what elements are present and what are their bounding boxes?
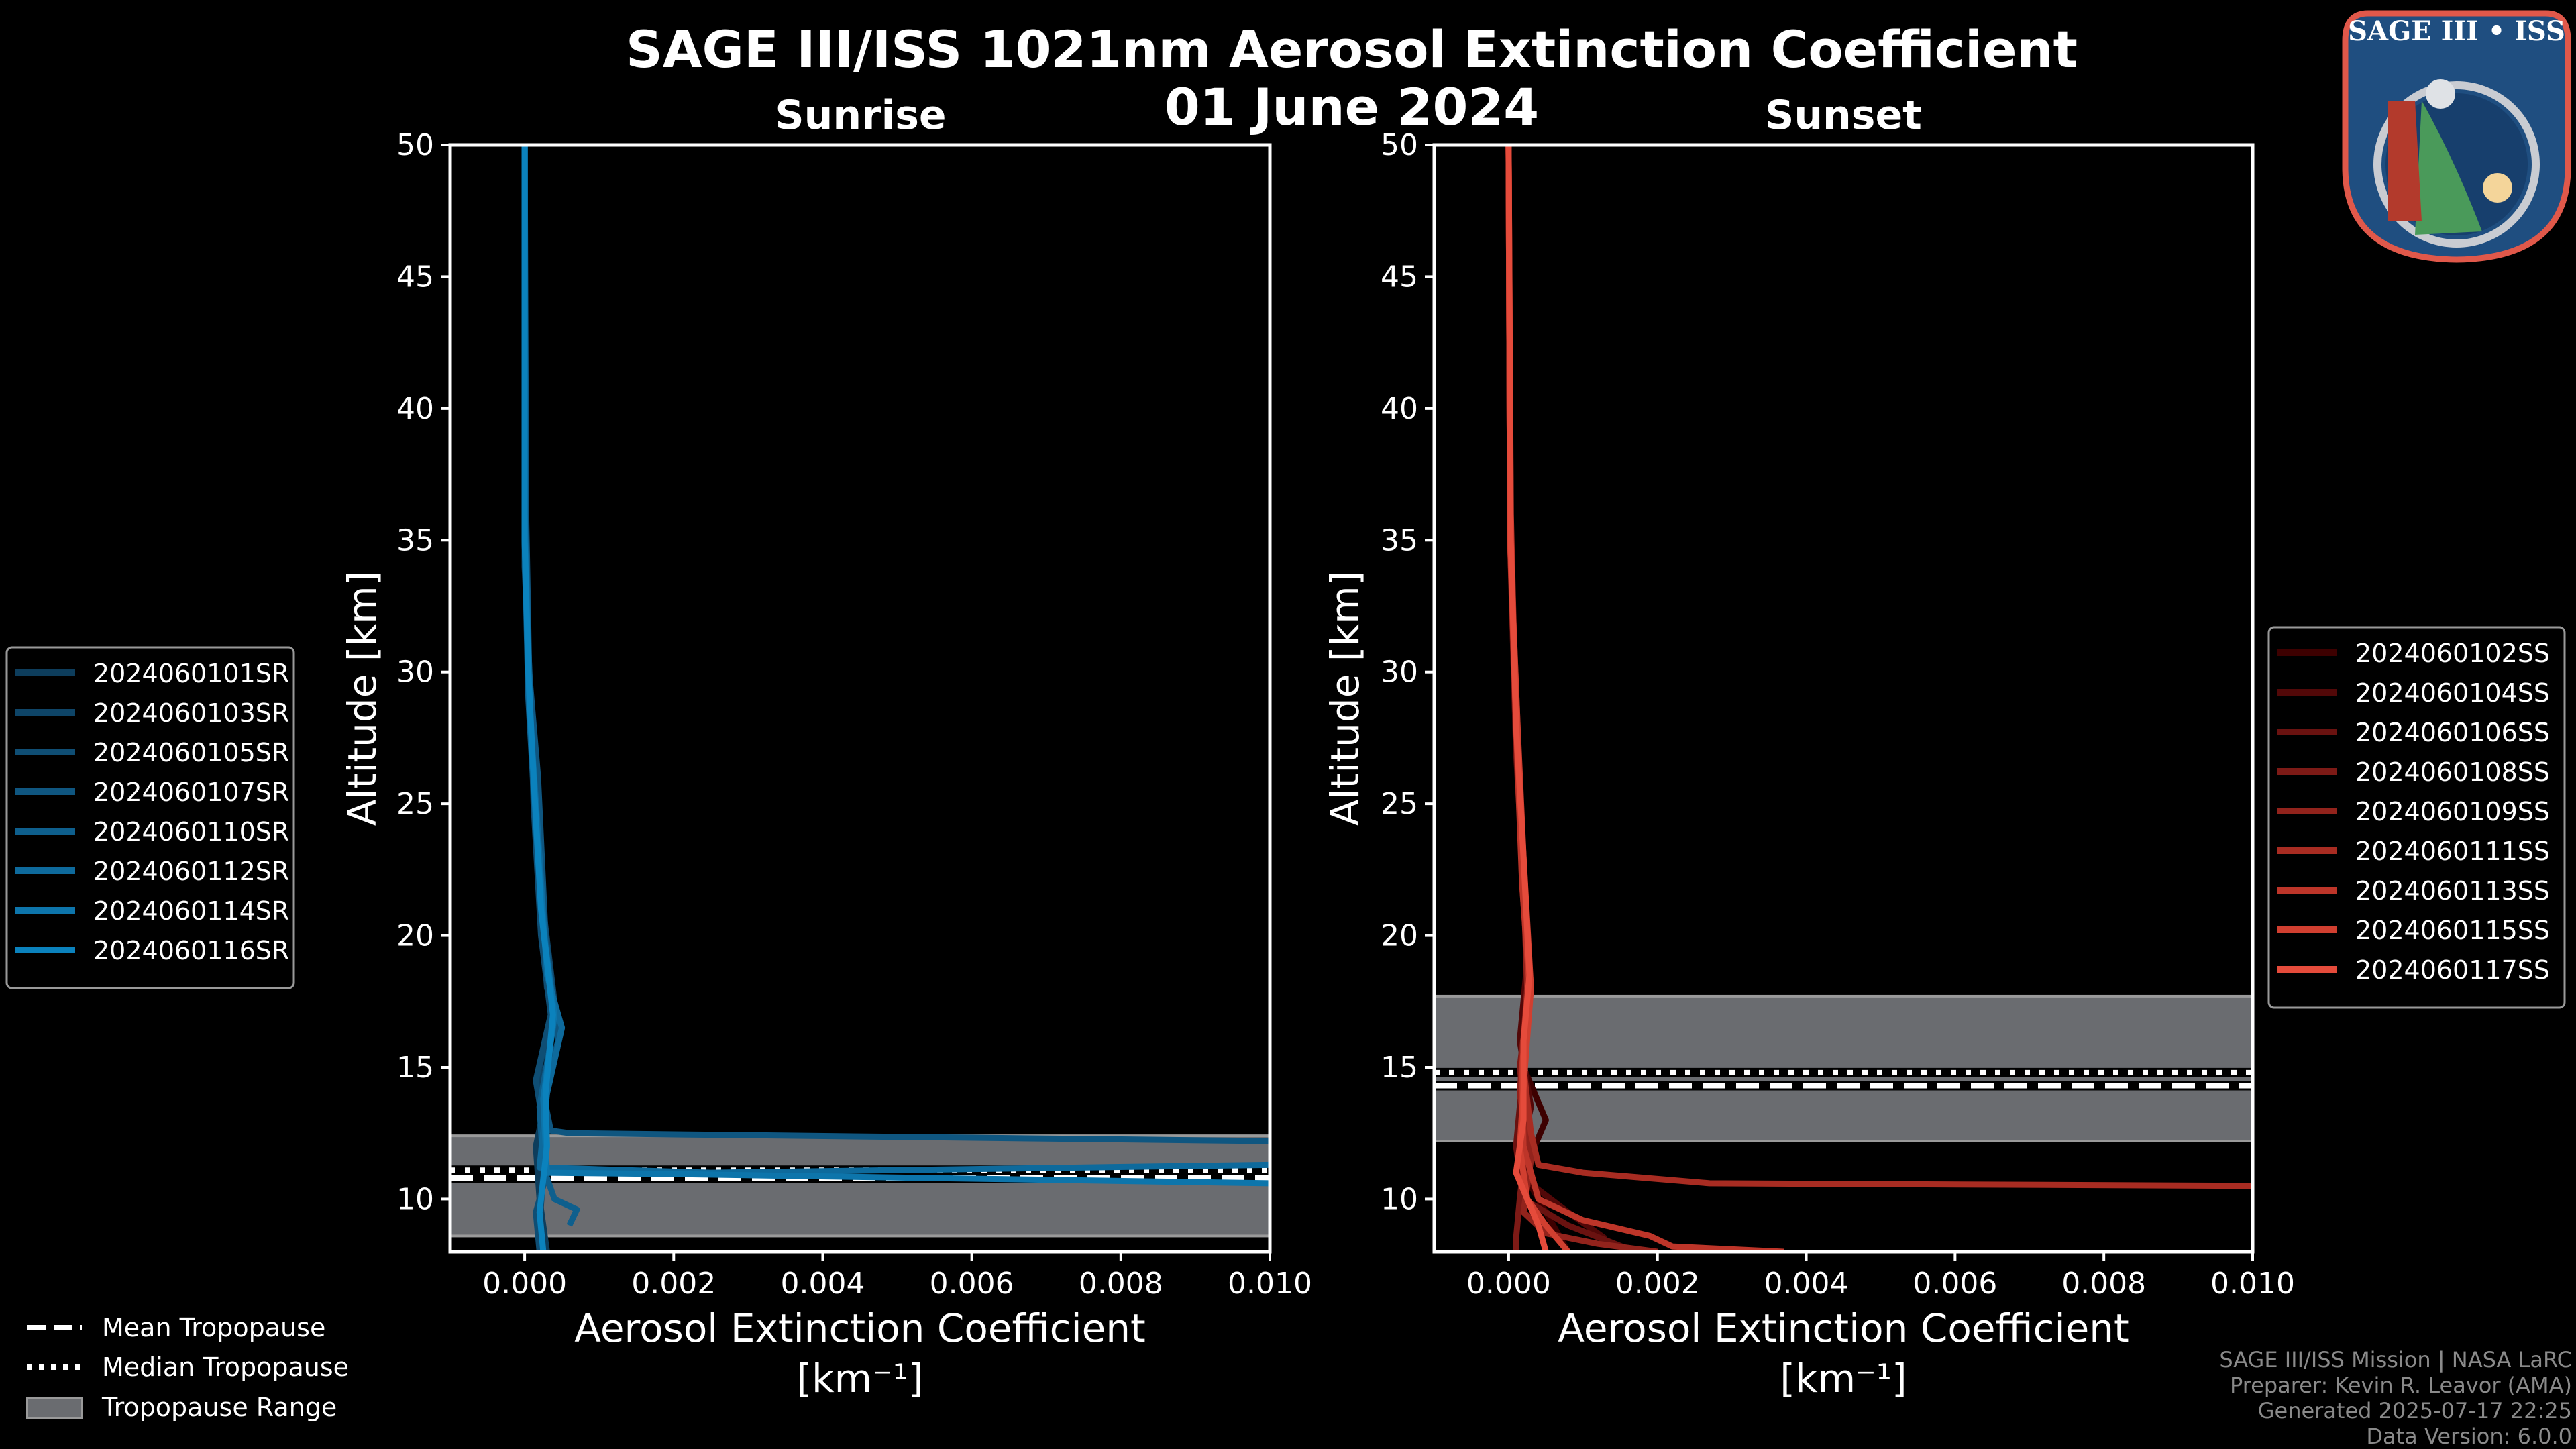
legend-label: 2024060105SR bbox=[93, 738, 289, 767]
x-tick-label: 0.008 bbox=[1079, 1267, 1163, 1301]
x-tick-label: 0.002 bbox=[631, 1267, 716, 1301]
footer-generated: Generated 2025-07-17 22:25 bbox=[2258, 1398, 2572, 1424]
sunset-panel: 0.000 0.002 0.004 0.006 0.008 0.010 10 15 20 25 30… bbox=[1322, 92, 2566, 1401]
tropopause-legend: Mean Tropopause Median Tropopause Tropop… bbox=[26, 1313, 349, 1422]
profile-line-2024060116SR bbox=[521, 145, 556, 1252]
profile-line-2024060117SS bbox=[1505, 145, 1549, 1252]
y-tick-label: 50 bbox=[1381, 128, 1418, 162]
sage-iii-iss-logo: SAGE III • ISS bbox=[2342, 10, 2571, 263]
y-tick-label: 20 bbox=[396, 919, 434, 953]
legend-label: 2024060111SS bbox=[2355, 837, 2550, 866]
sunrise-panel: 0.000 0.002 0.004 0.006 0.008 0.010 10 15 20 25 30… bbox=[5, 92, 1312, 1401]
legend-label: 2024060117SS bbox=[2355, 955, 2550, 985]
y-tick-label: 50 bbox=[396, 128, 434, 162]
legend-label: 2024060114SR bbox=[93, 896, 289, 926]
y-tick-label: 10 bbox=[396, 1182, 434, 1216]
legend-label: 2024060102SS bbox=[2355, 639, 2550, 668]
y-tick-label: 30 bbox=[1381, 655, 1418, 690]
y-tick-label: 10 bbox=[1381, 1182, 1418, 1216]
sunrise-axes-frame bbox=[448, 143, 1272, 1254]
legend-label: 2024060104SS bbox=[2355, 678, 2550, 708]
y-tick-label: 40 bbox=[1381, 392, 1418, 426]
sunrise-legend: 2024060101SR 2024060103SR 2024060105SR 2024… bbox=[5, 646, 295, 989]
legend-frame bbox=[2267, 626, 2566, 1009]
sunset-axes-frame bbox=[1432, 143, 2255, 1254]
legend-label: 2024060106SS bbox=[2355, 718, 2550, 747]
y-axis-label: Altitude [km] bbox=[339, 571, 385, 826]
legend-label: 2024060116SR bbox=[93, 936, 289, 965]
date-title: 01 June 2024 bbox=[1165, 77, 1539, 137]
y-tick-label: 45 bbox=[1381, 260, 1418, 294]
x-tick-label: 0.006 bbox=[930, 1267, 1014, 1301]
y-tick-label: 35 bbox=[396, 523, 434, 557]
profile-line-2024060114SR bbox=[521, 145, 1270, 1187]
x-tick-label: 0.004 bbox=[1764, 1267, 1849, 1301]
footer-version: Data Version: 6.0.0 bbox=[2366, 1424, 2572, 1449]
x-tick-label: 0.000 bbox=[482, 1267, 567, 1301]
legend-label: 2024060103SR bbox=[93, 698, 289, 728]
y-tick-label: 45 bbox=[396, 260, 434, 294]
footer-mission: SAGE III/ISS Mission | NASA LaRC bbox=[2219, 1347, 2572, 1373]
footer-preparer: Preparer: Kevin R. Leavor (AMA) bbox=[2230, 1373, 2572, 1398]
x-axis-label: Aerosol Extinction Coefficient bbox=[574, 1305, 1146, 1351]
legend-label: 2024060112SR bbox=[93, 857, 289, 886]
x-tick-label: 0.006 bbox=[1913, 1267, 1997, 1301]
legend-label: 2024060108SS bbox=[2355, 757, 2550, 787]
x-tick-label: 0.004 bbox=[780, 1267, 865, 1301]
y-tick-label: 40 bbox=[396, 392, 434, 426]
y-tick-label: 20 bbox=[1381, 919, 1418, 953]
mean-tropopause-label: Mean Tropopause bbox=[102, 1313, 325, 1342]
sunset-title: Sunset bbox=[1765, 92, 1922, 139]
sunrise-plot-area bbox=[450, 145, 1270, 1252]
sunset-legend: 2024060102SS 2024060104SS 2024060106SS 2024… bbox=[2267, 626, 2566, 1009]
sunset-plot-area bbox=[1434, 145, 2253, 1252]
legend-label: 2024060107SR bbox=[93, 777, 289, 807]
legend-label: 2024060110SR bbox=[93, 817, 289, 847]
tropopause-range-swatch bbox=[26, 1397, 83, 1419]
profile-line-2024060107SR bbox=[521, 145, 1270, 1144]
x-tick-label: 0.010 bbox=[2210, 1267, 2295, 1301]
main-title: SAGE III/ISS 1021nm Aerosol Extinction C… bbox=[626, 19, 2078, 79]
x-axis-label: Aerosol Extinction Coefficient bbox=[1558, 1305, 2129, 1351]
y-tick-label: 35 bbox=[1381, 523, 1418, 557]
y-tick-label: 25 bbox=[1381, 787, 1418, 821]
y-tick-label: 15 bbox=[1381, 1051, 1418, 1085]
tropopause-range-label: Tropopause Range bbox=[101, 1393, 337, 1422]
y-tick-label: 30 bbox=[396, 655, 434, 690]
x-tick-label: 0.000 bbox=[1466, 1267, 1551, 1301]
logo-text: SAGE III • ISS bbox=[2348, 15, 2565, 47]
x-axis-unit: [km⁻¹] bbox=[1780, 1356, 1907, 1401]
y-tick-label: 15 bbox=[396, 1051, 434, 1085]
footer-credits: SAGE III/ISS Mission | NASA LaRC Prepare… bbox=[2219, 1347, 2572, 1449]
x-tick-label: 0.008 bbox=[2061, 1267, 2146, 1301]
legend-label: 2024060109SS bbox=[2355, 797, 2550, 826]
x-tick-label: 0.002 bbox=[1615, 1267, 1700, 1301]
profile-line-2024060112SR bbox=[521, 145, 1270, 1176]
legend-label: 2024060115SS bbox=[2355, 916, 2550, 945]
legend-label: 2024060113SS bbox=[2355, 876, 2550, 906]
legend-frame bbox=[5, 646, 295, 989]
x-tick-label: 0.010 bbox=[1228, 1267, 1312, 1301]
y-axis-label: Altitude [km] bbox=[1322, 571, 1368, 826]
median-tropopause-label: Median Tropopause bbox=[102, 1352, 349, 1382]
legend-label: 2024060101SR bbox=[93, 659, 289, 688]
sunrise-title: Sunrise bbox=[775, 92, 946, 139]
x-axis-unit: [km⁻¹] bbox=[796, 1356, 923, 1401]
y-tick-label: 25 bbox=[396, 787, 434, 821]
